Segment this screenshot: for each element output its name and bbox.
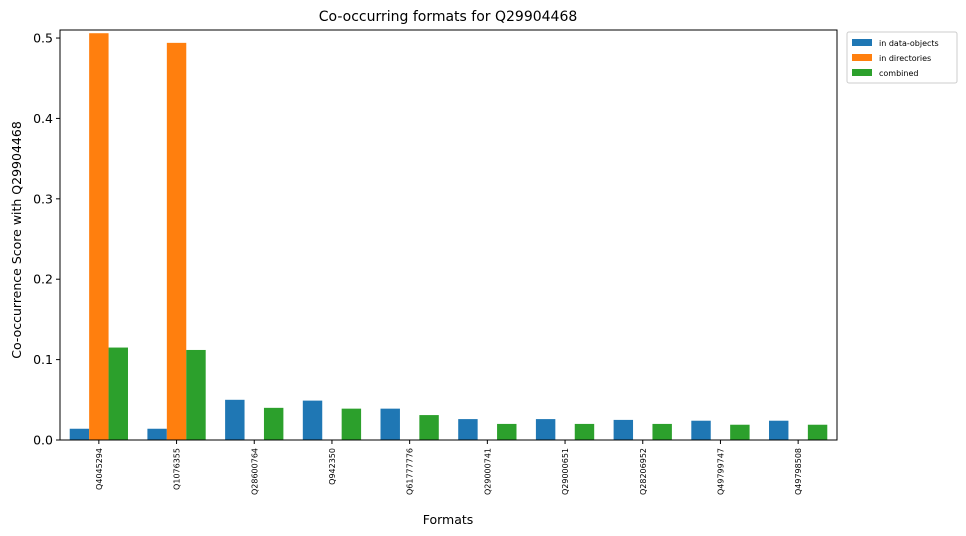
x-tick-label: Q28206952	[639, 448, 648, 495]
bar-0-2	[225, 399, 245, 440]
bar-2-3	[341, 408, 362, 440]
x-tick-label: Q49799747	[716, 448, 725, 495]
y-axis-label: Co-occurrence Score with Q29904468	[9, 121, 24, 359]
bar-1-1	[166, 42, 187, 441]
bar-2-2	[263, 407, 284, 440]
bar-2-0	[108, 347, 128, 440]
y-tick-label: 0.4	[33, 111, 53, 126]
x-tick-label: Q28600764	[250, 448, 259, 495]
bar-0-1	[147, 428, 167, 440]
chart-title: Co-occurring formats for Q29904468	[319, 9, 578, 25]
x-tick-label: Q1076355	[173, 448, 182, 490]
legend-swatch	[852, 69, 872, 76]
bar-1-0	[89, 33, 109, 440]
y-tick-label: 0.2	[33, 272, 53, 287]
bar-2-6	[574, 423, 595, 440]
bar-0-5	[458, 419, 478, 440]
bar-0-3	[302, 400, 323, 440]
x-tick-label: Q49798508	[794, 448, 803, 495]
y-tick-label: 0.5	[33, 31, 53, 46]
bar-0-4	[380, 408, 400, 440]
legend-swatch	[852, 39, 872, 46]
legend-label: in directories	[879, 54, 931, 63]
legend-box	[846, 31, 958, 84]
bars-group	[69, 33, 828, 441]
legend-label: combined	[879, 69, 918, 78]
x-axis: Q4045294 Q1076355 Q28600764 Q942350 Q6177777…	[95, 440, 803, 495]
bar-2-8	[730, 424, 750, 440]
legend: in data-objects in directories combined	[846, 31, 958, 84]
bar-0-0	[69, 428, 90, 440]
x-tick-label: Q61777776	[406, 448, 415, 495]
bar-2-9	[807, 424, 828, 440]
x-tick-label: Q4045294	[95, 448, 104, 490]
bar-0-7	[613, 419, 634, 440]
y-axis: 0.0 0.1 0.2 0.3 0.4 0.5	[33, 31, 60, 448]
x-tick-label: Q942350	[328, 448, 337, 485]
bar-0-9	[769, 420, 789, 440]
bar-0-8	[691, 420, 711, 440]
bar-0-6	[535, 419, 556, 440]
bar-2-4	[419, 415, 439, 440]
legend-swatch	[852, 54, 872, 61]
x-axis-label: Formats	[423, 512, 474, 527]
bar-2-5	[497, 423, 517, 440]
legend-label: in data-objects	[879, 39, 939, 48]
y-tick-label: 0.0	[33, 433, 53, 448]
bar-2-7	[652, 423, 672, 440]
x-tick-label: Q29000741	[483, 448, 492, 495]
y-tick-label: 0.3	[33, 191, 53, 206]
plot-frame	[59, 29, 838, 441]
y-tick-label: 0.1	[33, 352, 53, 367]
bar-2-1	[186, 349, 206, 440]
x-tick-label: Q29000651	[561, 448, 570, 495]
